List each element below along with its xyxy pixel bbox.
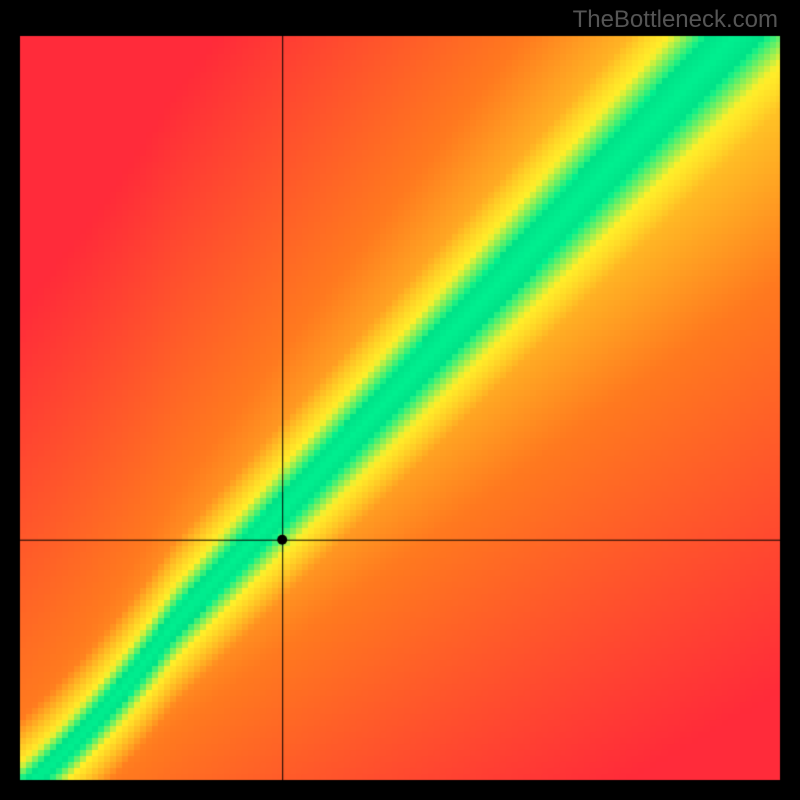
chart-container: TheBottleneck.com — [0, 0, 800, 800]
bottleneck-heatmap — [0, 0, 800, 800]
watermark-text: TheBottleneck.com — [573, 6, 778, 34]
